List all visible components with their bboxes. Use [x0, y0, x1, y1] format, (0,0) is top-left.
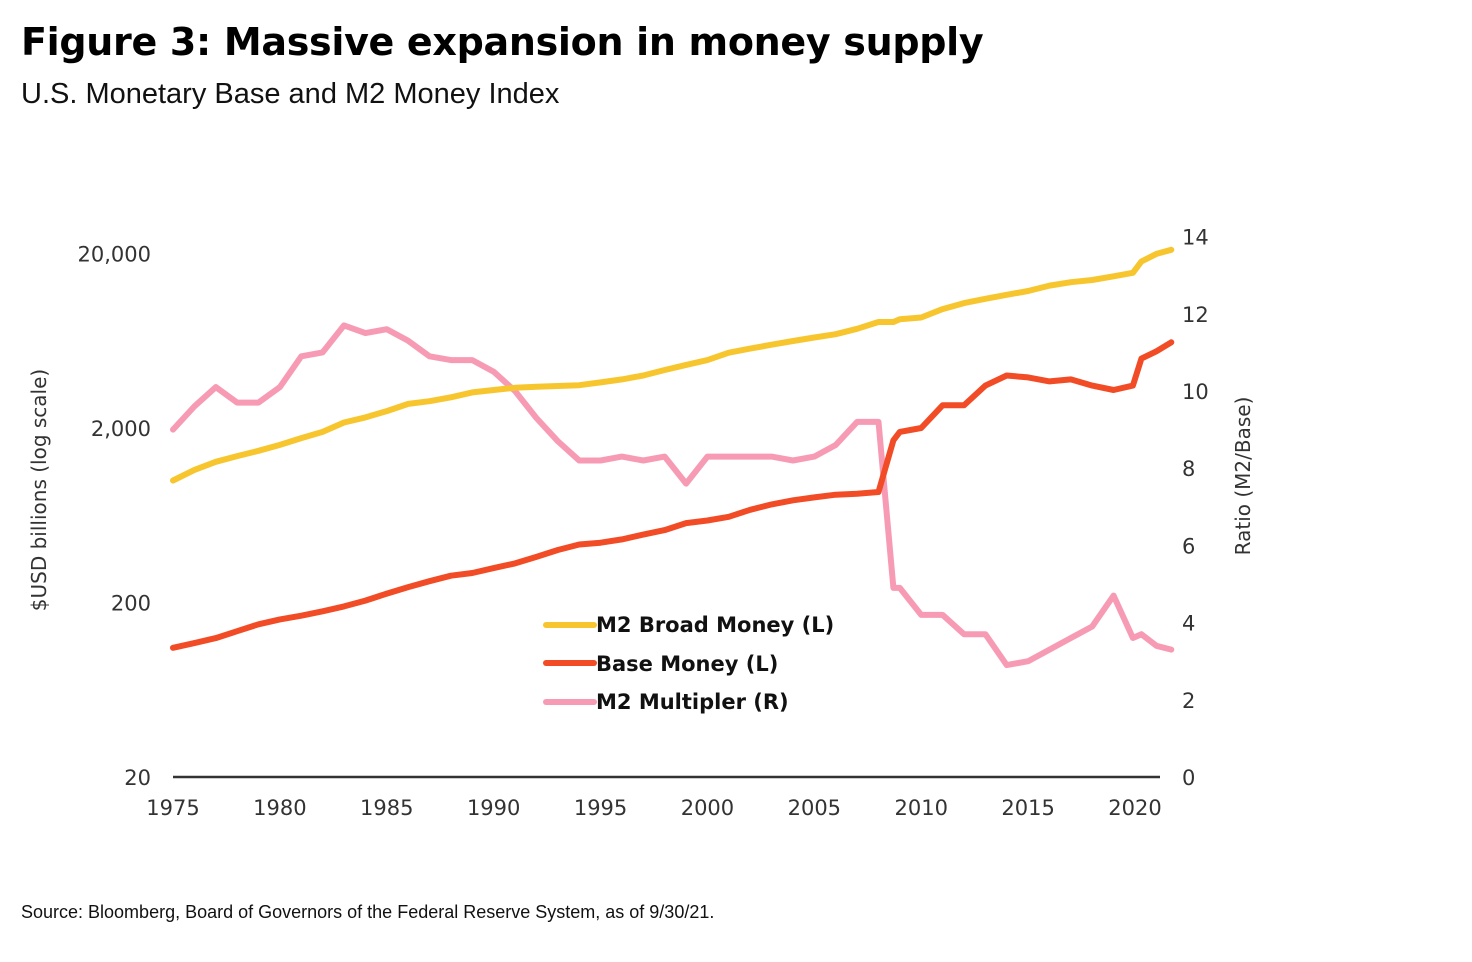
legend-label-base: Base Money (L) [596, 652, 778, 676]
y-tick-right: 0 [1182, 766, 1195, 790]
legend: M2 Broad Money (L) Base Money (L) M2 Mul… [543, 613, 834, 714]
x-tick: 1990 [467, 796, 520, 820]
y-tick-right: 4 [1182, 612, 1195, 636]
y-tick-right: 14 [1182, 226, 1209, 250]
source-note: Source: Bloomberg, Board of Governors of… [21, 902, 715, 922]
chart-title: Figure 3: Massive expansion in money sup… [21, 20, 984, 64]
series-layer [170, 246, 1175, 669]
y-tick-right: 2 [1182, 689, 1195, 713]
y-axis-label-right: Ratio (M2/Base) [1231, 397, 1255, 556]
y-tick-left: 2,000 [91, 417, 151, 441]
y-tick-right: 12 [1182, 303, 1209, 327]
x-tick: 2000 [681, 796, 734, 820]
y-ticks-right: 0 2 4 6 8 10 12 14 [1182, 226, 1209, 790]
y-axis-label-left: $USD billions (log scale) [27, 369, 51, 611]
y-tick-right: 8 [1182, 457, 1195, 481]
x-ticks: 1975 1980 1985 1990 1995 2000 2005 2010 2015 2020 [146, 796, 1161, 820]
legend-item-base: Base Money (L) [543, 652, 778, 676]
legend-label-m2: M2 Broad Money (L) [596, 613, 834, 637]
legend-item-m2: M2 Broad Money (L) [543, 613, 834, 637]
series-multiplier-line [170, 322, 1175, 669]
series-m2-line [170, 246, 1175, 484]
x-tick: 1980 [253, 796, 306, 820]
y-tick-left: 20,000 [78, 243, 151, 267]
legend-item-multiplier: M2 Multipler (R) [543, 690, 789, 714]
x-tick: 2015 [1001, 796, 1054, 820]
x-tick: 1975 [146, 796, 199, 820]
y-tick-right: 6 [1182, 534, 1195, 558]
chart-subtitle: U.S. Monetary Base and M2 Money Index [21, 78, 560, 110]
x-tick: 2020 [1108, 796, 1161, 820]
y-tick-right: 10 [1182, 380, 1209, 404]
series-base-line [170, 339, 1175, 651]
y-ticks-left: 20 200 2,000 20,000 [78, 243, 151, 791]
x-tick: 1985 [360, 796, 413, 820]
x-tick: 2005 [788, 796, 841, 820]
y-tick-left: 20 [124, 766, 151, 790]
y-tick-left: 200 [111, 592, 151, 616]
x-tick: 2010 [894, 796, 947, 820]
x-tick: 1995 [574, 796, 627, 820]
legend-label-multiplier: M2 Multipler (R) [596, 690, 789, 714]
